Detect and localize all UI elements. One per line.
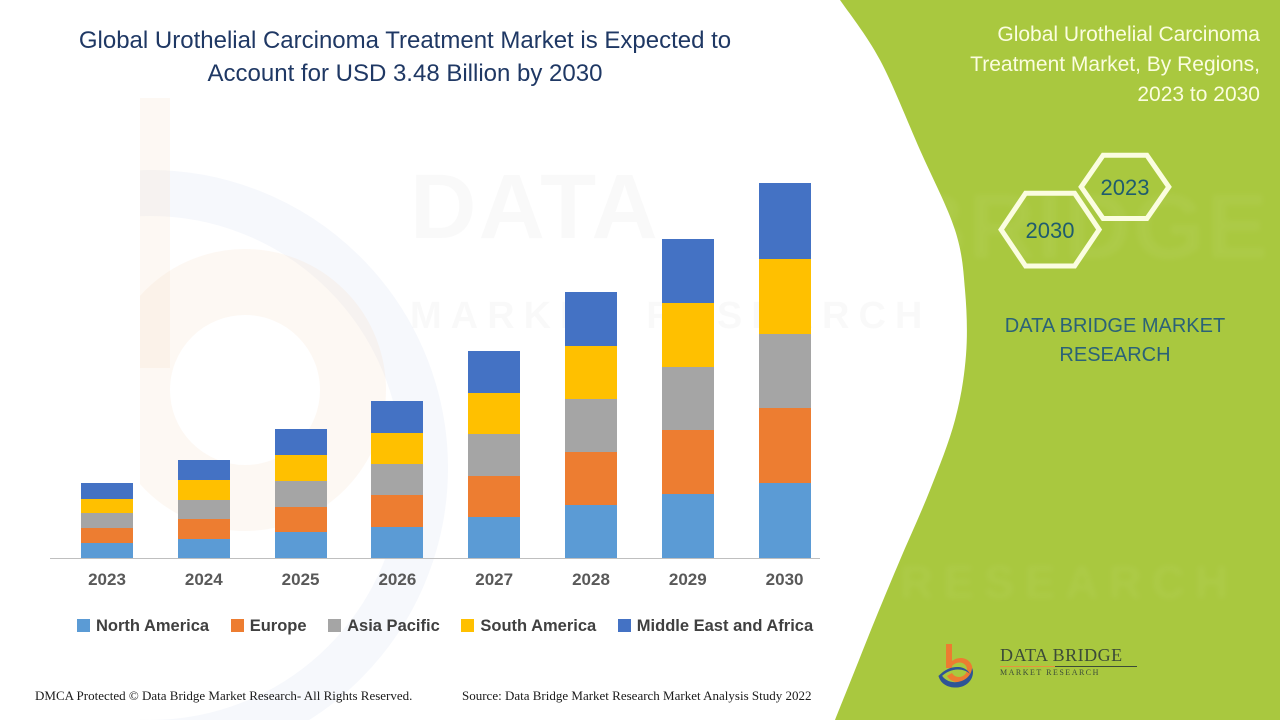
svg-text:2023: 2023 [1101,175,1150,200]
svg-text:2030: 2030 [1026,218,1075,243]
